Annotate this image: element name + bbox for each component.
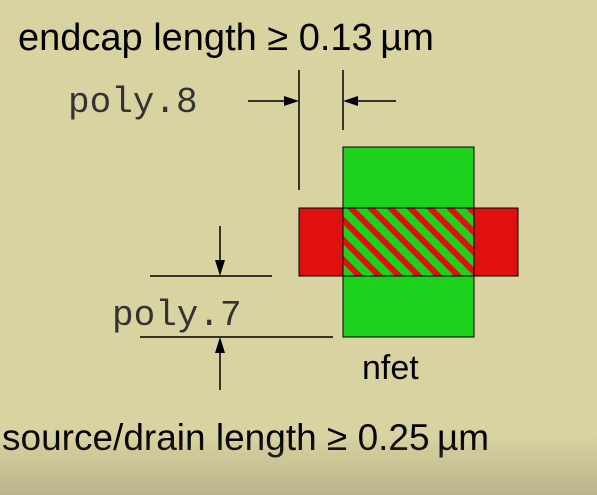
poly8-right-arrow: [343, 96, 396, 106]
poly7-label: poly.7: [112, 295, 242, 336]
source-drain-rule: source/drain length ≥ 0.25 µm: [2, 417, 489, 458]
poly8-left-arrow: [248, 96, 299, 106]
gate-overlap-hatched: [342, 207, 475, 277]
poly7-top-arrow: [215, 226, 225, 276]
nfet-label: nfet: [362, 349, 419, 387]
endcap-rule-title: endcap length ≥ 0.13 µm: [18, 17, 434, 59]
poly8-label: poly.8: [68, 82, 198, 123]
poly-right-endcap: [473, 207, 519, 277]
poly-left-endcap: [298, 207, 345, 277]
poly7-bottom-arrow: [215, 337, 225, 390]
